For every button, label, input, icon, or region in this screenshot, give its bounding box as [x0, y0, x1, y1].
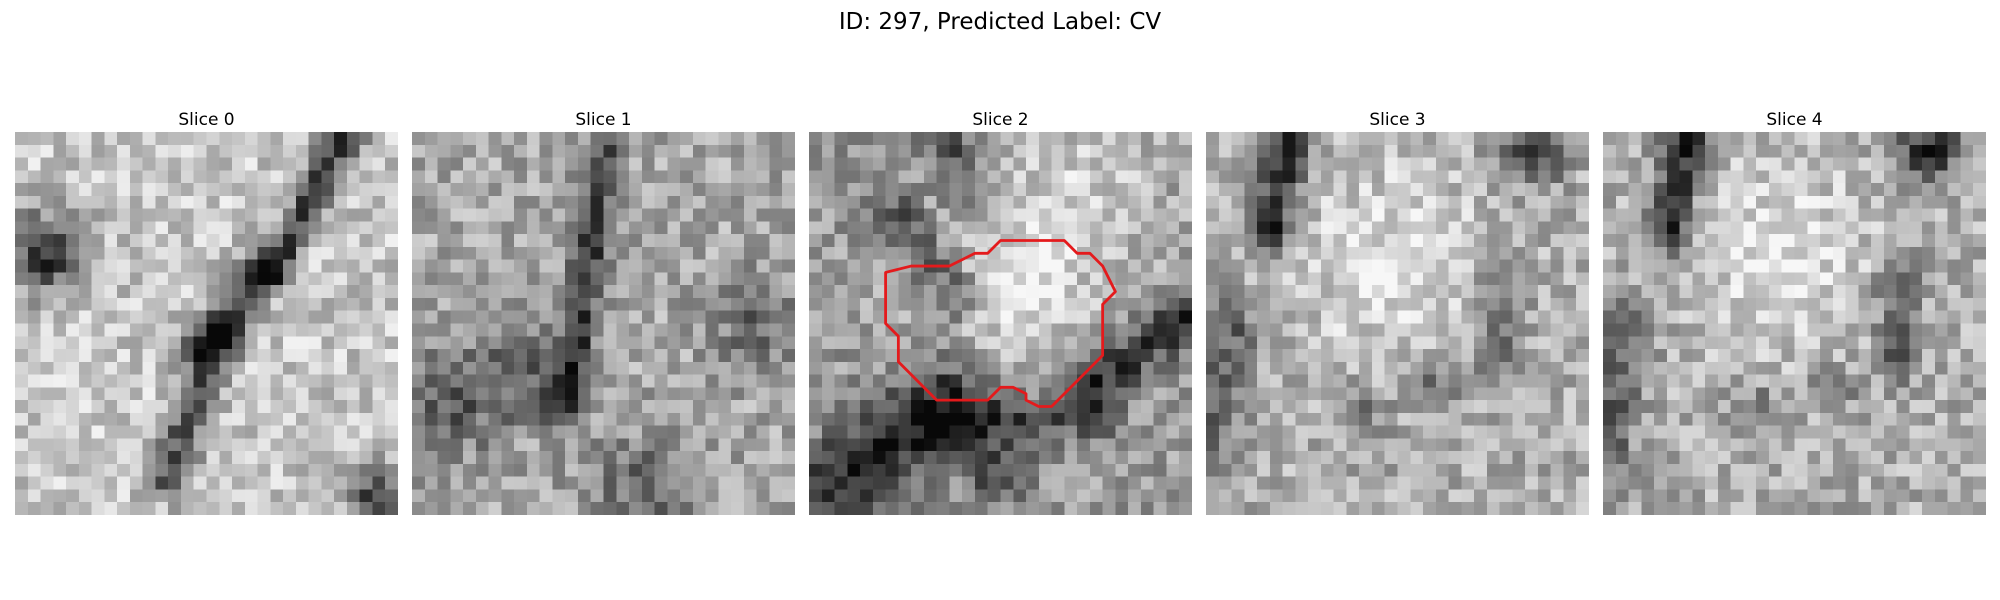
- slice-title-2: Slice 2: [972, 110, 1029, 130]
- slice-image-2: [809, 132, 1192, 515]
- slice-title-4: Slice 4: [1766, 110, 1823, 130]
- slice-image-1: [412, 132, 795, 515]
- slice-panel-2: Slice 2: [809, 110, 1192, 515]
- slice-panel-4: Slice 4: [1603, 110, 1986, 515]
- slice-panel-1: Slice 1: [412, 110, 795, 515]
- slice-image-0: [15, 132, 398, 515]
- slice-title-0: Slice 0: [178, 110, 235, 130]
- slice-image-3: [1206, 132, 1589, 515]
- slice-title-3: Slice 3: [1369, 110, 1426, 130]
- slice-image-4: [1603, 132, 1986, 515]
- figure-title: ID: 297, Predicted Label: CV: [838, 9, 1162, 35]
- slice-panel-3: Slice 3: [1206, 110, 1589, 515]
- slice-title-1: Slice 1: [575, 110, 632, 130]
- segmentation-contour: [884, 239, 1117, 408]
- slice-panel-0: Slice 0: [15, 110, 398, 515]
